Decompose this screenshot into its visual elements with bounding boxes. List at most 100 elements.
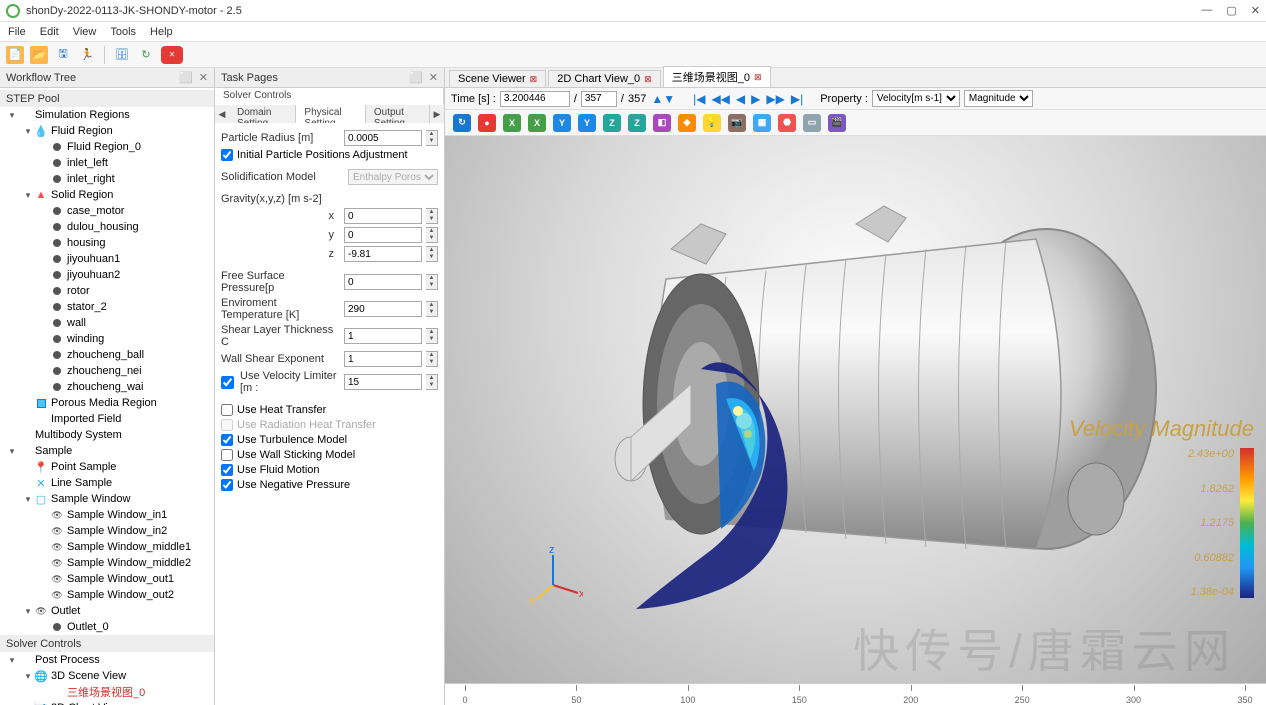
tab-prev-icon[interactable]: ◀ xyxy=(215,109,229,120)
tree-item[interactable]: Imported Field xyxy=(0,411,214,427)
tree-item[interactable]: 📍Point Sample xyxy=(0,459,214,475)
rewind-button[interactable]: ◀◀ xyxy=(710,92,730,106)
tree-item[interactable]: 👁Sample Window_middle2 xyxy=(0,555,214,571)
view-tool-icon[interactable]: Z xyxy=(628,114,646,132)
shear-thick-input[interactable] xyxy=(344,328,422,344)
viewer-tab[interactable]: 2D Chart View_0⊠ xyxy=(548,70,661,87)
magnitude-select[interactable]: Magnitude xyxy=(964,90,1033,107)
tree-item[interactable]: Outlet_0 xyxy=(0,619,214,635)
property-select[interactable]: Velocity[m s-1] xyxy=(872,90,960,107)
menu-file[interactable]: File xyxy=(8,26,26,38)
tree-item[interactable]: ▾Post Process xyxy=(0,652,214,668)
tree-item[interactable]: ▾▲Solid Region xyxy=(0,187,214,203)
tree-item[interactable]: Multibody System xyxy=(0,427,214,443)
menu-edit[interactable]: Edit xyxy=(40,26,59,38)
tree-item[interactable]: STEP Pool xyxy=(0,90,214,107)
tab-next-icon[interactable]: ▶ xyxy=(430,109,444,120)
solver-controls-tab[interactable]: Solver Controls xyxy=(215,88,444,105)
tree-item[interactable]: 三维场景视图_0 xyxy=(0,684,214,700)
tree-item[interactable]: zhoucheng_ball xyxy=(0,347,214,363)
view-tool-icon[interactable]: ↻ xyxy=(453,114,471,132)
view-tool-icon[interactable]: ● xyxy=(478,114,496,132)
gravity-z-input[interactable] xyxy=(344,246,422,262)
db-icon[interactable]: 🗄 xyxy=(113,46,131,64)
task-tab[interactable]: Physical Setting xyxy=(296,105,365,124)
view-tool-icon[interactable]: ◆ xyxy=(678,114,696,132)
tree-item[interactable]: dulou_housing xyxy=(0,219,214,235)
tree-item[interactable]: Solver Controls xyxy=(0,635,214,652)
view-tool-icon[interactable]: 📷 xyxy=(728,114,746,132)
time-input[interactable] xyxy=(500,91,570,107)
viewer-tab[interactable]: 三维场景视图_0⊠ xyxy=(663,66,771,87)
tree-item[interactable]: 👁Sample Window_in1 xyxy=(0,507,214,523)
pin-icon[interactable]: ⬜ xyxy=(179,71,193,84)
fluid-motion-checkbox[interactable] xyxy=(221,464,233,476)
gravity-y-input[interactable] xyxy=(344,227,422,243)
tree-item[interactable]: winding xyxy=(0,331,214,347)
tree-item[interactable]: ▾💧Fluid Region xyxy=(0,123,214,139)
open-icon[interactable]: 📂 xyxy=(30,46,48,64)
vel-limiter-input[interactable] xyxy=(344,374,422,390)
last-frame-button[interactable]: ▶| xyxy=(790,92,804,106)
particle-radius-input[interactable] xyxy=(344,130,422,146)
close-tab-icon[interactable]: ⊠ xyxy=(644,74,652,85)
tree-item[interactable]: wall xyxy=(0,315,214,331)
fastfwd-button[interactable]: ▶▶ xyxy=(765,92,785,106)
view-tool-icon[interactable]: 🎬 xyxy=(828,114,846,132)
menu-help[interactable]: Help xyxy=(150,26,173,38)
tree-item[interactable]: inlet_right xyxy=(0,171,214,187)
tree-item[interactable]: case_motor xyxy=(0,203,214,219)
tree-item[interactable]: stator_2 xyxy=(0,299,214,315)
prev-frame-button[interactable]: ◀ xyxy=(735,92,746,106)
wall-shear-input[interactable] xyxy=(344,351,422,367)
heat-transfer-checkbox[interactable] xyxy=(221,404,233,416)
menu-tools[interactable]: Tools xyxy=(110,26,136,38)
wall-stick-checkbox[interactable] xyxy=(221,449,233,461)
view-tool-icon[interactable]: ▭ xyxy=(803,114,821,132)
tree-item[interactable]: ▾📊2D Chart View xyxy=(0,700,214,705)
turbulence-checkbox[interactable] xyxy=(221,434,233,446)
tree-item[interactable]: jiyouhuan1 xyxy=(0,251,214,267)
view-tool-icon[interactable]: ⬣ xyxy=(778,114,796,132)
task-tab[interactable]: Domain Setting xyxy=(229,105,296,123)
tree-item[interactable]: inlet_left xyxy=(0,155,214,171)
tree-item[interactable]: jiyouhuan2 xyxy=(0,267,214,283)
env-temp-input[interactable] xyxy=(344,301,422,317)
tree-item[interactable]: rotor xyxy=(0,283,214,299)
tree-item[interactable]: ▾▢Sample Window xyxy=(0,491,214,507)
stop-icon[interactable]: ✕ xyxy=(161,46,183,64)
tick-up-icon[interactable]: ▲▼ xyxy=(650,92,676,106)
view-tool-icon[interactable]: 💡 xyxy=(703,114,721,132)
view-tool-icon[interactable]: Z xyxy=(603,114,621,132)
close-button[interactable]: ✕ xyxy=(1251,4,1260,17)
tree-item[interactable]: ▾👁Outlet xyxy=(0,603,214,619)
close-tab-icon[interactable]: ⊠ xyxy=(754,72,762,83)
tree-item[interactable]: ▾Sample xyxy=(0,443,214,459)
tree-item[interactable]: Porous Media Region xyxy=(0,395,214,411)
menu-view[interactable]: View xyxy=(73,26,97,38)
viewer-tab[interactable]: Scene Viewer⊠ xyxy=(449,70,546,87)
run-icon[interactable]: 🏃 xyxy=(78,46,96,64)
tree-item[interactable]: 👁Sample Window_middle1 xyxy=(0,539,214,555)
maximize-button[interactable]: ▢ xyxy=(1226,4,1236,17)
save-icon[interactable]: 🖫 xyxy=(54,46,72,64)
frame-cur-input[interactable] xyxy=(581,91,617,107)
view-tool-icon[interactable]: X xyxy=(503,114,521,132)
new-icon[interactable]: 📄 xyxy=(6,46,24,64)
tree-item[interactable]: 👁Sample Window_out1 xyxy=(0,571,214,587)
view-tool-icon[interactable]: Y xyxy=(553,114,571,132)
minimize-button[interactable]: — xyxy=(1201,4,1212,17)
view-tool-icon[interactable]: ▦ xyxy=(753,114,771,132)
view-tool-icon[interactable]: X xyxy=(528,114,546,132)
view-tool-icon[interactable]: Y xyxy=(578,114,596,132)
first-frame-button[interactable]: |◀ xyxy=(692,92,706,106)
time-ruler[interactable]: 050100150200250300350 xyxy=(445,683,1266,705)
workflow-tree[interactable]: STEP Pool▾Simulation Regions▾💧Fluid Regi… xyxy=(0,88,214,705)
neg-pressure-checkbox[interactable] xyxy=(221,479,233,491)
tree-item[interactable]: zhoucheng_nei xyxy=(0,363,214,379)
3d-canvas[interactable]: x y z Velocity Magnitude 2.43e+001.82621… xyxy=(445,136,1266,705)
tree-item[interactable]: Fluid Region_0 xyxy=(0,139,214,155)
tree-item[interactable]: 👁Sample Window_in2 xyxy=(0,523,214,539)
close-tab-icon[interactable]: ⊠ xyxy=(530,74,538,85)
tree-item[interactable]: ✕Line Sample xyxy=(0,475,214,491)
